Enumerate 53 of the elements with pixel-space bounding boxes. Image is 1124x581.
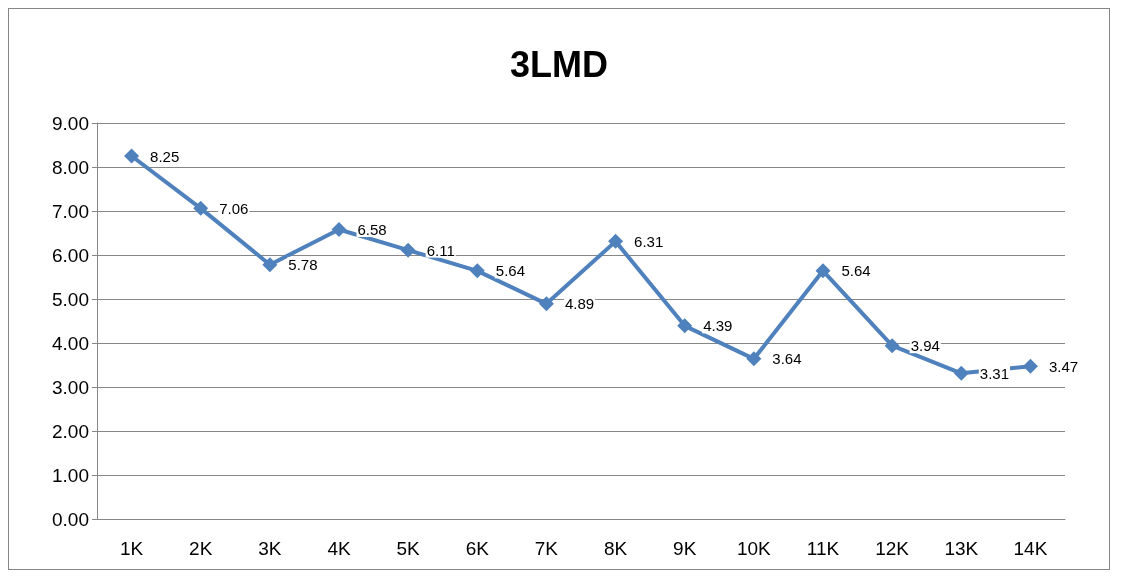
point: [469, 263, 485, 279]
x-tick-label: 14K: [1013, 538, 1048, 559]
x-tick-label: 7K: [534, 538, 559, 559]
point: [538, 296, 554, 312]
point: [193, 200, 209, 216]
x-tick-label: 12K: [875, 538, 910, 559]
x-tick-label: 5K: [396, 538, 421, 559]
data-label: 5.64: [841, 262, 871, 280]
data-label: 4.39: [703, 317, 733, 335]
data-label: 3.31: [979, 364, 1009, 382]
data-label: 6.11: [426, 241, 455, 259]
y-tick-label: 3.00: [52, 376, 89, 398]
data-label: 7.06: [219, 199, 249, 217]
x-tick-label: 6K: [465, 538, 490, 559]
point: [746, 351, 762, 367]
point: [400, 242, 416, 258]
data-label: 3.94: [910, 337, 940, 355]
data-label: 5.64: [495, 262, 525, 280]
x-tick-label: 9K: [673, 538, 697, 559]
chart-title: 3LMD: [510, 43, 608, 85]
point: [1022, 358, 1038, 374]
data-label: 4.89: [564, 295, 595, 313]
y-tick-label: 6.00: [52, 244, 89, 266]
point: [815, 263, 831, 279]
point: [331, 221, 347, 237]
x-tick-label: 3K: [258, 538, 282, 559]
point: [608, 233, 624, 249]
x-tick-label: 4K: [327, 538, 351, 559]
x-tick-label: 2K: [189, 538, 213, 559]
y-tick-label: 5.00: [52, 288, 89, 310]
data-label: 3.64: [772, 350, 802, 368]
data-label: 3.47: [1048, 357, 1079, 375]
x-tick-label: 1K: [119, 538, 144, 559]
x-tick-label: 11K: [806, 538, 840, 559]
y-tick-label: 9.00: [52, 112, 89, 134]
y-tick-label: 2.00: [52, 420, 89, 442]
data-label: 6.58: [357, 220, 387, 238]
y-tick-label: 0.00: [52, 508, 89, 530]
point: [262, 257, 278, 273]
y-tick-label: 7.00: [52, 200, 89, 222]
data-label: 6.31: [634, 232, 664, 250]
x-tick-label: 10K: [736, 538, 772, 559]
y-tick-label: 1.00: [52, 464, 89, 486]
y-tick-label: 8.00: [52, 156, 89, 178]
point: [953, 365, 969, 381]
point: [124, 148, 140, 164]
point: [677, 318, 693, 334]
x-tick-label: 8K: [603, 538, 628, 559]
data-label: 5.78: [288, 256, 318, 274]
y-tick-label: 4.00: [52, 332, 89, 354]
x-tick-label: 13K: [944, 538, 979, 559]
data-label: 8.25: [150, 147, 180, 165]
point: [884, 338, 900, 354]
